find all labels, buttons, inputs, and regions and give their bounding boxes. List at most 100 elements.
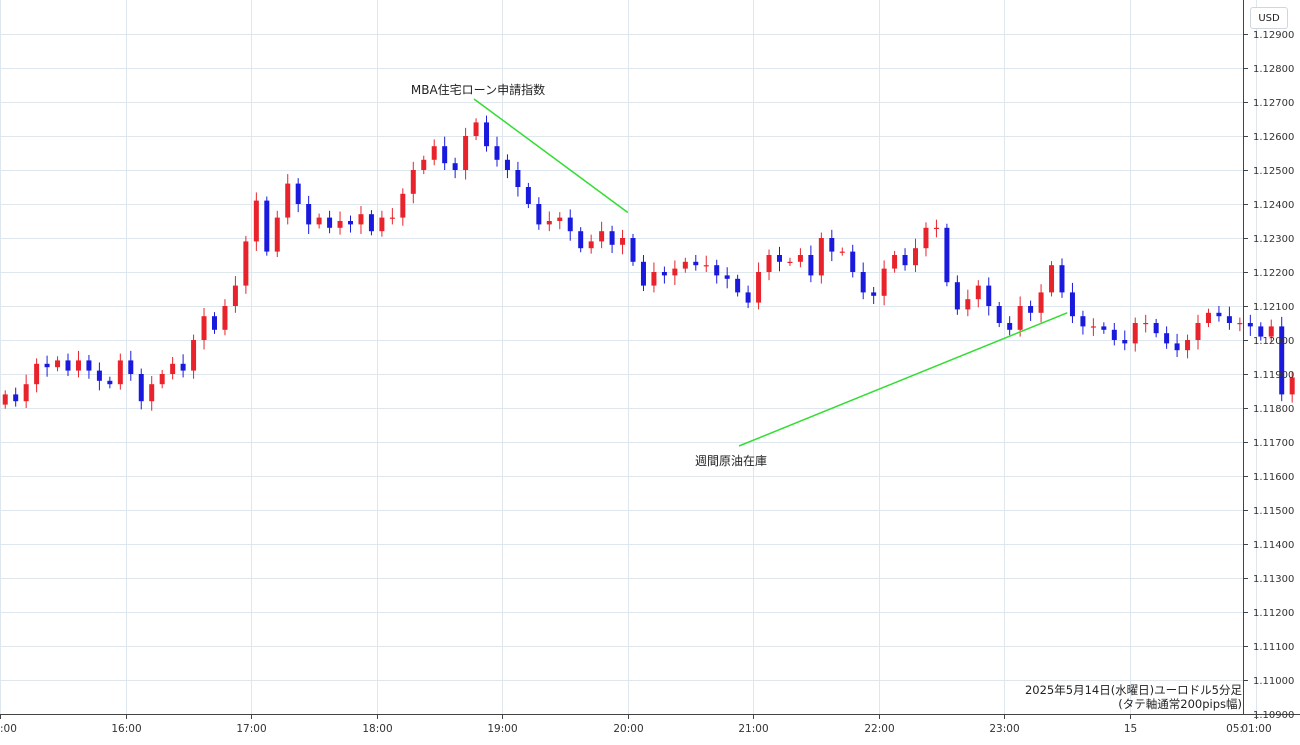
candle-body <box>1049 265 1055 293</box>
candle <box>379 210 385 237</box>
candle <box>442 136 448 170</box>
candle-body <box>1185 340 1191 351</box>
candle <box>2 390 8 409</box>
candle <box>222 299 228 336</box>
x-tick-label: 15 <box>1124 723 1137 735</box>
y-tick-label: 1.12700 <box>1253 98 1294 109</box>
y-tick-label: 1.11400 <box>1253 540 1294 551</box>
annotation-label-crude: 週間原油在庫 <box>695 454 767 468</box>
candle <box>1174 333 1180 357</box>
candle <box>1111 323 1117 346</box>
candle-body <box>473 122 479 136</box>
candle <box>65 353 71 377</box>
candle-body <box>923 227 929 249</box>
candle <box>860 262 866 300</box>
candle <box>243 235 249 294</box>
candle-body <box>23 384 29 402</box>
candle-body <box>431 146 437 160</box>
candle-body <box>2 394 8 405</box>
x-tick-label: 21:00 <box>738 723 768 735</box>
candle-body <box>96 370 102 381</box>
plot-background <box>0 0 1243 714</box>
candle <box>180 354 186 378</box>
candle-body <box>1195 323 1201 340</box>
y-tick-label: 1.12600 <box>1253 132 1294 143</box>
grid <box>0 0 1257 715</box>
candle-body <box>651 272 657 286</box>
candle-body <box>986 285 992 306</box>
candle <box>515 161 521 197</box>
candle-body <box>274 217 280 252</box>
candle <box>1164 326 1170 349</box>
candle <box>306 195 312 234</box>
candle <box>933 219 939 238</box>
candle-body <box>1164 333 1170 344</box>
x-tick-label: 18:00 <box>362 723 392 735</box>
x-tick-label: :00 <box>0 723 17 735</box>
y-tick-label: 1.12300 <box>1253 234 1294 245</box>
candle-body <box>484 122 490 147</box>
candle-body <box>170 363 176 374</box>
candle-body <box>996 306 1002 323</box>
candle-body <box>138 374 144 402</box>
candle-body <box>1101 326 1107 330</box>
candle <box>389 208 395 225</box>
candle <box>138 368 144 410</box>
candle-body <box>682 261 688 269</box>
candle-body <box>285 183 291 218</box>
candle-body <box>776 255 782 262</box>
candle-body <box>1132 323 1138 344</box>
candle-body <box>13 394 19 402</box>
candle <box>107 376 113 389</box>
candle-body <box>295 183 301 204</box>
y-tick-label: 1.12200 <box>1253 268 1294 279</box>
annotation-label-mba: MBA住宅ローン申請指数 <box>411 82 545 97</box>
candle-body <box>808 255 814 276</box>
candle-body <box>1216 312 1222 317</box>
candle-body <box>1247 323 1253 327</box>
x-tick-label: 17:00 <box>236 723 266 735</box>
candle <box>818 232 824 284</box>
candle <box>599 221 605 249</box>
candle <box>892 250 898 273</box>
candle <box>1080 310 1086 335</box>
candle-body <box>1143 323 1149 325</box>
candle <box>431 139 437 166</box>
y-tick-label: 1.12500 <box>1253 166 1294 177</box>
candle <box>494 136 500 167</box>
candle <box>348 215 354 233</box>
candle-body <box>400 193 406 218</box>
currency-badge[interactable]: USD <box>1250 7 1288 29</box>
candle-body <box>515 170 521 187</box>
annotation-line-crude <box>738 312 1068 447</box>
candle-body <box>191 340 197 371</box>
candle-body <box>86 360 92 371</box>
candle-body <box>620 238 626 245</box>
candle-body <box>965 299 971 310</box>
candle <box>1237 317 1243 332</box>
candle-body <box>306 204 312 225</box>
candle-body <box>264 200 270 252</box>
candle <box>787 257 793 266</box>
candle-body <box>954 282 960 310</box>
candle <box>452 157 458 179</box>
candle <box>23 374 29 408</box>
candle-body <box>1028 306 1034 313</box>
candle-body <box>1289 377 1295 395</box>
candle-body <box>1268 326 1274 337</box>
candle-body <box>703 265 709 267</box>
candle-body <box>797 255 803 262</box>
candle-body <box>149 384 155 402</box>
y-tick-label: 1.12100 <box>1253 302 1294 313</box>
candle-body <box>243 241 249 286</box>
candle <box>274 210 280 258</box>
candle <box>871 286 877 304</box>
candle-body <box>1080 316 1086 327</box>
candle-body <box>222 306 228 330</box>
candle <box>1059 258 1065 298</box>
candle-body <box>128 360 134 374</box>
candle <box>484 115 490 152</box>
candle <box>965 289 971 317</box>
candle <box>337 211 343 235</box>
